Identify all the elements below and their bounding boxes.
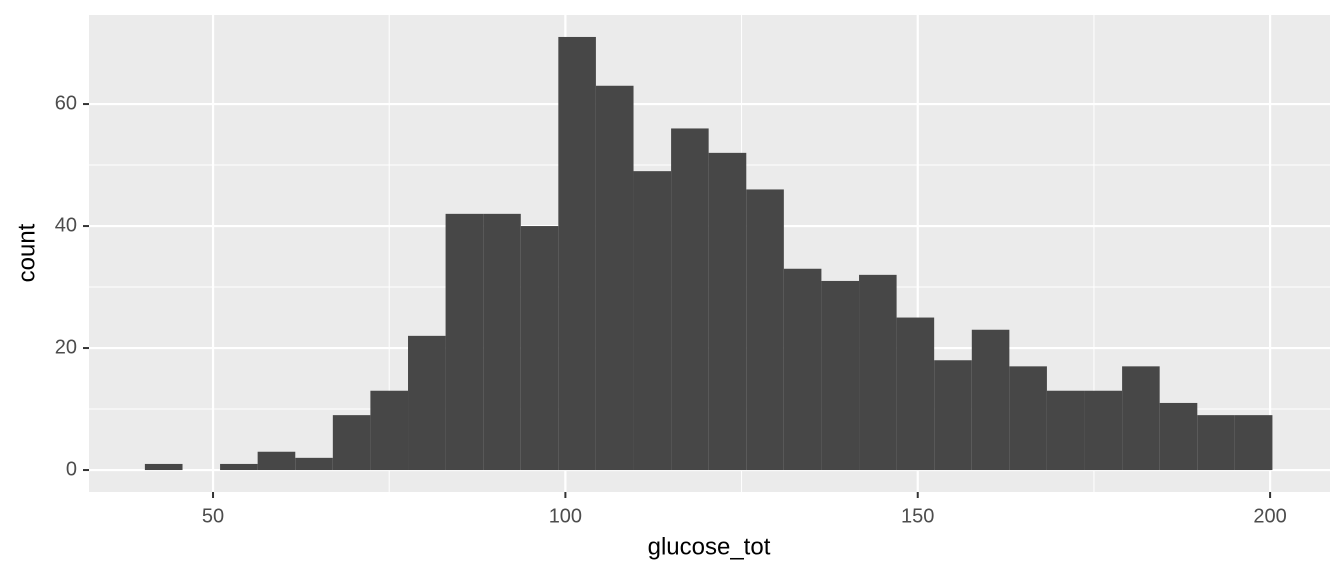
bar — [257, 451, 296, 471]
bar — [332, 415, 371, 471]
bar — [671, 128, 709, 471]
y-tick-label: 40 — [55, 214, 77, 236]
bar — [633, 171, 672, 471]
x-axis-title: glucose_tot — [648, 533, 771, 560]
y-tick-label: 0 — [66, 458, 77, 480]
bar — [896, 317, 935, 471]
bar — [1234, 415, 1273, 471]
x-tick-label: 100 — [549, 505, 582, 527]
bar — [1159, 402, 1198, 471]
bar — [1122, 366, 1160, 471]
bar — [483, 213, 521, 471]
bar — [595, 85, 634, 471]
bar — [783, 268, 822, 471]
bar — [1084, 390, 1123, 471]
bar — [934, 360, 972, 471]
bar — [746, 189, 784, 471]
bar — [1009, 366, 1047, 471]
bar — [408, 335, 446, 471]
bar — [445, 213, 484, 471]
bar — [859, 274, 897, 471]
bar — [295, 457, 333, 471]
y-tick-label: 60 — [55, 92, 77, 114]
bar — [558, 36, 596, 471]
bar — [370, 390, 409, 471]
bar — [1197, 415, 1235, 471]
y-axis-title: count — [13, 223, 40, 282]
bar — [971, 329, 1010, 471]
x-tick-label: 150 — [901, 505, 934, 527]
bar — [1046, 390, 1085, 471]
y-tick-label: 20 — [55, 336, 77, 358]
x-tick-label: 50 — [202, 505, 224, 527]
bars — [144, 36, 1273, 471]
x-tick-label: 200 — [1253, 505, 1286, 527]
bar — [220, 463, 258, 471]
bar — [821, 280, 860, 471]
bar — [520, 226, 559, 471]
bar — [144, 463, 183, 471]
bar — [708, 152, 747, 471]
